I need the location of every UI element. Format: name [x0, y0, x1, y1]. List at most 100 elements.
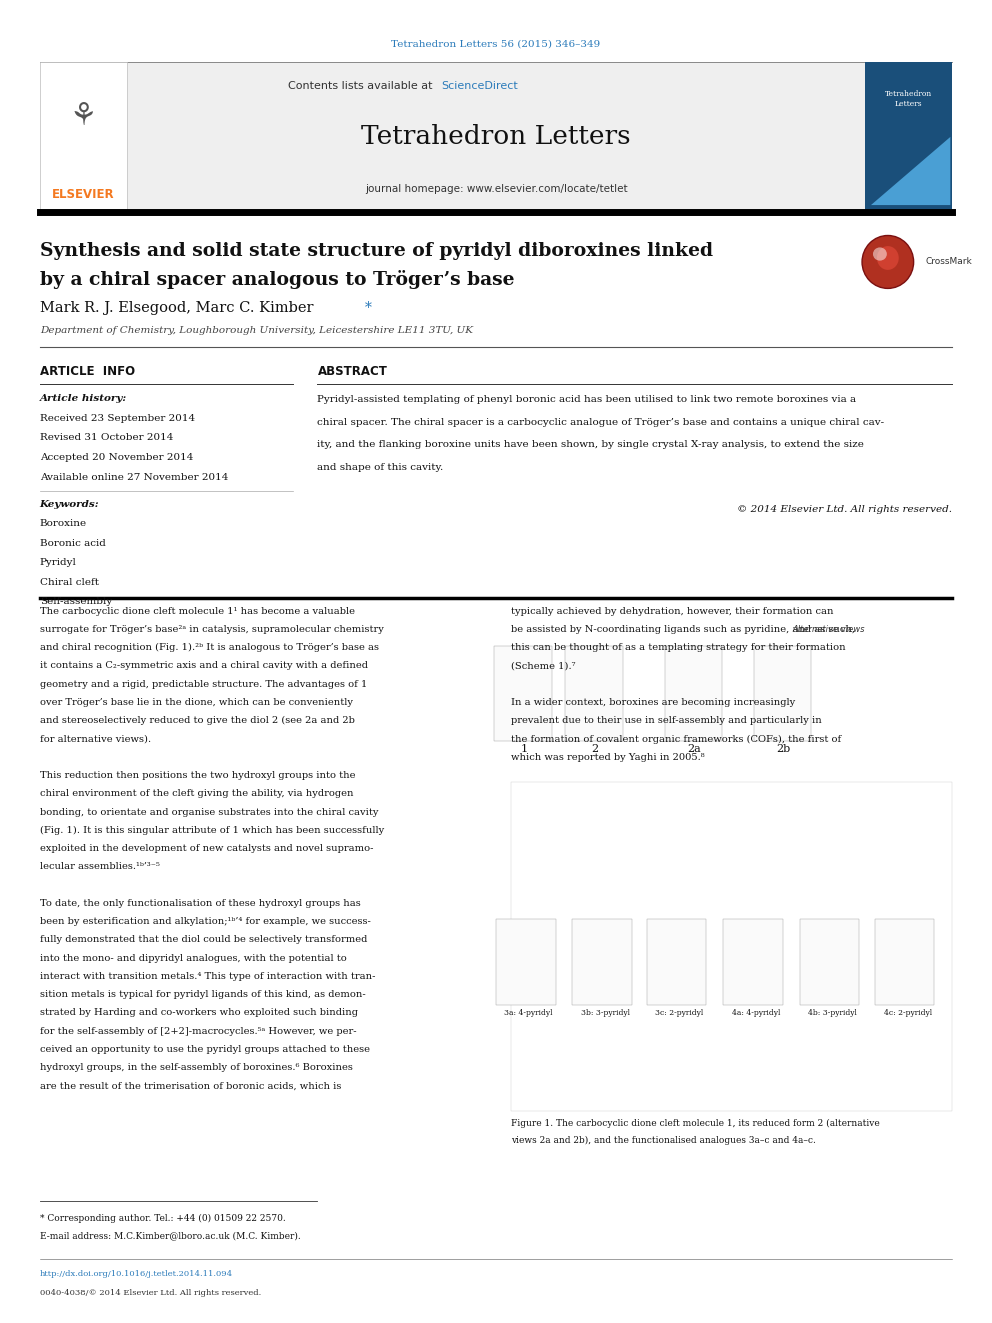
FancyBboxPatch shape — [800, 919, 859, 1005]
Text: 4b: 3-pyridyl: 4b: 3-pyridyl — [807, 1009, 857, 1017]
Text: Department of Chemistry, Loughborough University, Leicestershire LE11 3TU, UK: Department of Chemistry, Loughborough Un… — [40, 327, 472, 335]
Text: bonding, to orientate and organise substrates into the chiral cavity: bonding, to orientate and organise subst… — [40, 807, 378, 816]
FancyBboxPatch shape — [875, 919, 934, 1005]
Text: Figure 1. The carbocyclic dione cleft molecule 1, its reduced form 2 (alternativ: Figure 1. The carbocyclic dione cleft mo… — [511, 1119, 880, 1127]
Text: Pyridyl-assisted templating of phenyl boronic acid has been utilised to link two: Pyridyl-assisted templating of phenyl bo… — [317, 396, 856, 404]
Text: surrogate for Tröger’s base²ᵃ in catalysis, supramolecular chemistry: surrogate for Tröger’s base²ᵃ in catalys… — [40, 624, 384, 634]
Text: 3b: 3-pyridyl: 3b: 3-pyridyl — [580, 1009, 630, 1017]
FancyBboxPatch shape — [127, 62, 865, 212]
Text: exploited in the development of new catalysts and novel supramo-: exploited in the development of new cata… — [40, 844, 373, 853]
Text: ELSEVIER: ELSEVIER — [52, 188, 115, 201]
Text: which was reported by Yaghi in 2005.⁸: which was reported by Yaghi in 2005.⁸ — [511, 753, 704, 762]
Text: ARTICLE  INFO: ARTICLE INFO — [40, 365, 135, 378]
Text: Available online 27 November 2014: Available online 27 November 2014 — [40, 474, 228, 482]
Text: Tetrahedron
Letters: Tetrahedron Letters — [885, 90, 932, 108]
Text: (Fig. 1). It is this singular attribute of 1 which has been successfully: (Fig. 1). It is this singular attribute … — [40, 826, 384, 835]
Text: Pyridyl: Pyridyl — [40, 558, 76, 568]
FancyBboxPatch shape — [723, 919, 783, 1005]
FancyBboxPatch shape — [511, 782, 952, 1111]
Text: into the mono- and dipyridyl analogues, with the potential to: into the mono- and dipyridyl analogues, … — [40, 954, 346, 963]
Text: Received 23 September 2014: Received 23 September 2014 — [40, 414, 194, 422]
Text: are the result of the trimerisation of boronic acids, which is: are the result of the trimerisation of b… — [40, 1081, 341, 1090]
Text: 0040-4038/© 2014 Elsevier Ltd. All rights reserved.: 0040-4038/© 2014 Elsevier Ltd. All right… — [40, 1289, 261, 1297]
Text: and stereoselectively reduced to give the diol 2 (see 2a and 2b: and stereoselectively reduced to give th… — [40, 716, 354, 725]
Text: Boronic acid: Boronic acid — [40, 538, 105, 548]
Text: and shape of this cavity.: and shape of this cavity. — [317, 463, 443, 471]
Text: In a wider context, boroxines are becoming increasingly: In a wider context, boroxines are becomi… — [511, 699, 796, 706]
Text: interact with transition metals.⁴ This type of interaction with tran-: interact with transition metals.⁴ This t… — [40, 972, 375, 980]
Text: the formation of covalent organic frameworks (COFs), the first of: the formation of covalent organic framew… — [511, 734, 841, 744]
Text: prevalent due to their use in self-assembly and particularly in: prevalent due to their use in self-assem… — [511, 716, 821, 725]
FancyBboxPatch shape — [496, 919, 556, 1005]
Text: Keywords:: Keywords: — [40, 500, 99, 508]
Text: geometry and a rigid, predictable structure. The advantages of 1: geometry and a rigid, predictable struct… — [40, 680, 367, 689]
Text: 2a: 2a — [687, 744, 701, 754]
Text: Accepted 20 November 2014: Accepted 20 November 2014 — [40, 454, 193, 462]
Ellipse shape — [877, 246, 899, 270]
FancyBboxPatch shape — [754, 646, 811, 741]
Text: Tetrahedron Letters 56 (2015) 346–349: Tetrahedron Letters 56 (2015) 346–349 — [392, 40, 600, 48]
FancyBboxPatch shape — [865, 62, 952, 212]
Text: hydroxyl groups, in the self-assembly of boroxines.⁶ Boroxines: hydroxyl groups, in the self-assembly of… — [40, 1064, 352, 1072]
Text: strated by Harding and co-workers who exploited such binding: strated by Harding and co-workers who ex… — [40, 1008, 358, 1017]
Text: Article history:: Article history: — [40, 394, 127, 402]
Text: 3a: 4-pyridyl: 3a: 4-pyridyl — [505, 1009, 553, 1017]
Text: fully demonstrated that the diol could be selectively transformed: fully demonstrated that the diol could b… — [40, 935, 367, 945]
Text: This reduction then positions the two hydroxyl groups into the: This reduction then positions the two hy… — [40, 771, 355, 781]
FancyBboxPatch shape — [647, 919, 706, 1005]
Ellipse shape — [862, 235, 914, 288]
Text: Tetrahedron Letters: Tetrahedron Letters — [361, 124, 631, 148]
Text: The carbocyclic dione cleft molecule 1¹ has become a valuable: The carbocyclic dione cleft molecule 1¹ … — [40, 607, 355, 615]
FancyBboxPatch shape — [494, 646, 552, 741]
Text: CrossMark: CrossMark — [926, 258, 972, 266]
Text: chiral spacer. The chiral spacer is a carbocyclic analogue of Tröger’s base and : chiral spacer. The chiral spacer is a ca… — [317, 418, 885, 426]
FancyBboxPatch shape — [40, 62, 127, 212]
Text: Self-assembly: Self-assembly — [40, 598, 112, 606]
Text: 1: 1 — [520, 744, 528, 754]
Text: 4a: 4-pyridyl: 4a: 4-pyridyl — [732, 1009, 780, 1017]
Text: by a chiral spacer analogous to Tröger’s base: by a chiral spacer analogous to Tröger’s… — [40, 270, 514, 288]
Text: *: * — [365, 302, 372, 315]
Text: Synthesis and solid state structure of pyridyl diboroxines linked: Synthesis and solid state structure of p… — [40, 242, 713, 261]
Text: it contains a C₂-symmetric axis and a chiral cavity with a defined: it contains a C₂-symmetric axis and a ch… — [40, 662, 368, 671]
FancyBboxPatch shape — [665, 646, 722, 741]
Text: chiral environment of the cleft giving the ability, via hydrogen: chiral environment of the cleft giving t… — [40, 790, 353, 798]
Text: http://dx.doi.org/10.1016/j.tetlet.2014.11.094: http://dx.doi.org/10.1016/j.tetlet.2014.… — [40, 1270, 233, 1278]
Text: ⚘: ⚘ — [69, 102, 97, 131]
Text: over Tröger’s base lie in the dione, which can be conveniently: over Tröger’s base lie in the dione, whi… — [40, 699, 353, 706]
Text: been by esterification and alkylation;¹ᵇ’⁴ for example, we success-: been by esterification and alkylation;¹ᵇ… — [40, 917, 371, 926]
Text: 4c: 2-pyridyl: 4c: 2-pyridyl — [884, 1009, 931, 1017]
Text: 3c: 2-pyridyl: 3c: 2-pyridyl — [656, 1009, 703, 1017]
Text: typically achieved by dehydration, however, their formation can: typically achieved by dehydration, howev… — [511, 607, 833, 615]
Text: lecular assemblies.¹ᵇ’³⁻⁵: lecular assemblies.¹ᵇ’³⁻⁵ — [40, 863, 160, 872]
Text: 2: 2 — [591, 744, 599, 754]
Text: ScienceDirect: ScienceDirect — [441, 81, 518, 91]
Text: Alternative views: Alternative views — [792, 626, 865, 634]
Text: ceived an opportunity to use the pyridyl groups attached to these: ceived an opportunity to use the pyridyl… — [40, 1045, 370, 1054]
Text: this can be thought of as a templating strategy for their formation: this can be thought of as a templating s… — [511, 643, 845, 652]
Text: views 2a and 2b), and the functionalised analogues 3a–c and 4a–c.: views 2a and 2b), and the functionalised… — [511, 1136, 815, 1144]
Text: for alternative views).: for alternative views). — [40, 734, 151, 744]
Text: be assisted by N-coordinating ligands such as pyridine, and as such,: be assisted by N-coordinating ligands su… — [511, 624, 855, 634]
Text: Chiral cleft: Chiral cleft — [40, 578, 98, 587]
Text: and chiral recognition (Fig. 1).²ᵇ It is analogous to Tröger’s base as: and chiral recognition (Fig. 1).²ᵇ It is… — [40, 643, 379, 652]
Text: Boroxine: Boroxine — [40, 519, 87, 528]
Text: journal homepage: www.elsevier.com/locate/tetlet: journal homepage: www.elsevier.com/locat… — [365, 184, 627, 194]
Text: Contents lists available at: Contents lists available at — [289, 81, 436, 91]
Text: for the self-assembly of [2+2]-macrocycles.⁵ᵃ However, we per-: for the self-assembly of [2+2]-macrocycl… — [40, 1027, 356, 1036]
Text: sition metals is typical for pyridyl ligands of this kind, as demon-: sition metals is typical for pyridyl lig… — [40, 990, 365, 999]
Text: E-mail address: M.C.Kimber@lboro.ac.uk (M.C. Kimber).: E-mail address: M.C.Kimber@lboro.ac.uk (… — [40, 1232, 301, 1240]
Text: ABSTRACT: ABSTRACT — [317, 365, 387, 378]
Text: © 2014 Elsevier Ltd. All rights reserved.: © 2014 Elsevier Ltd. All rights reserved… — [737, 505, 952, 513]
Ellipse shape — [873, 247, 887, 261]
FancyBboxPatch shape — [572, 919, 632, 1005]
Text: 2b: 2b — [777, 744, 791, 754]
Text: To date, the only functionalisation of these hydroxyl groups has: To date, the only functionalisation of t… — [40, 898, 360, 908]
Text: (Scheme 1).⁷: (Scheme 1).⁷ — [511, 662, 575, 671]
FancyBboxPatch shape — [565, 646, 623, 741]
Text: Revised 31 October 2014: Revised 31 October 2014 — [40, 434, 173, 442]
Text: * Corresponding author. Tel.: +44 (0) 01509 22 2570.: * Corresponding author. Tel.: +44 (0) 01… — [40, 1215, 286, 1222]
Text: ity, and the flanking boroxine units have been shown, by single crystal X-ray an: ity, and the flanking boroxine units hav… — [317, 441, 864, 448]
Polygon shape — [871, 136, 950, 205]
Text: Mark R. J. Elsegood, Marc C. Kimber: Mark R. J. Elsegood, Marc C. Kimber — [40, 302, 317, 315]
